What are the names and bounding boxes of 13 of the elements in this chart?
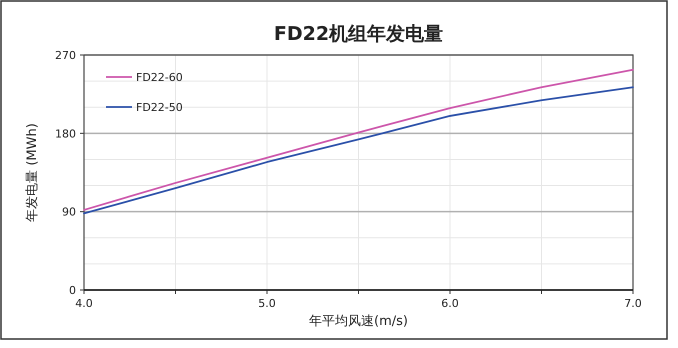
x-tick-label: 6.0 — [441, 297, 459, 310]
y-axis-title: 年发电量 (MWh) — [25, 123, 40, 222]
y-tick-label: 0 — [69, 284, 76, 297]
y-tick-label: 270 — [55, 49, 76, 62]
y-tick-label: 90 — [62, 206, 76, 219]
x-axis-title: 年平均风速(m/s) — [309, 314, 408, 329]
legend-label: FD22-60 — [136, 71, 183, 84]
legend-label: FD22-50 — [136, 101, 183, 114]
x-tick-label: 7.0 — [624, 297, 642, 310]
chart-title: FD22机组年发电量 — [274, 23, 444, 45]
y-tick-label: 180 — [55, 127, 76, 140]
x-tick-label: 4.0 — [75, 297, 93, 310]
x-tick-label: 5.0 — [258, 297, 276, 310]
